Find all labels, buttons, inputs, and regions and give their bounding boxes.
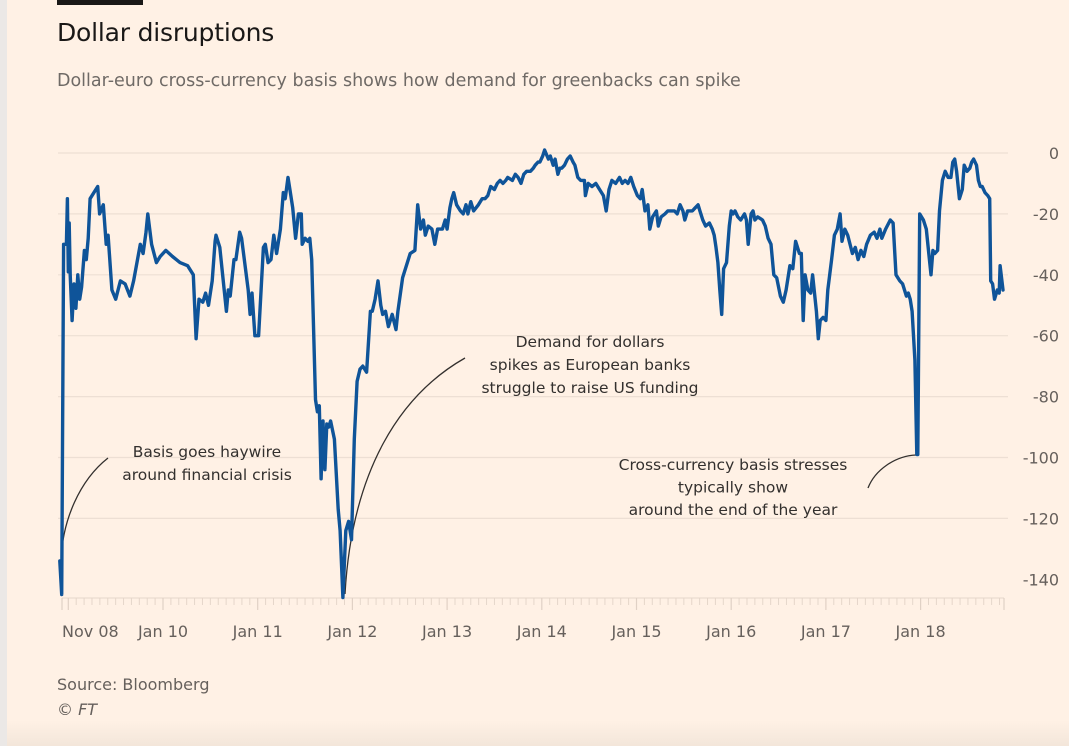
copyright-note: © FT bbox=[57, 700, 98, 719]
annotation-line: around the end of the year bbox=[629, 501, 838, 519]
annotation-line: spikes as European banks bbox=[490, 356, 691, 374]
y-axis: 0 -20 -40 -60 -80 -100 -120 -140 bbox=[1023, 144, 1059, 589]
y-tick-label: -20 bbox=[1033, 205, 1059, 224]
bottom-shade bbox=[7, 720, 1069, 746]
chart-subtitle: Dollar-euro cross-currency basis shows h… bbox=[57, 71, 741, 91]
x-tick-label: Nov 08 bbox=[62, 622, 119, 641]
y-tick-label: 0 bbox=[1049, 144, 1059, 163]
y-tick-label: -40 bbox=[1033, 266, 1059, 285]
x-tick-label: Jan 16 bbox=[705, 622, 756, 641]
x-tick-label: Jan 10 bbox=[137, 622, 188, 641]
annotations: Basis goes haywire around financial crisi… bbox=[122, 333, 847, 519]
annotation-line: struggle to raise US funding bbox=[481, 379, 698, 397]
annotation-leader-line bbox=[867, 454, 917, 489]
x-tick-label: Jan 14 bbox=[516, 622, 567, 641]
annotation-line: typically show bbox=[678, 479, 789, 497]
y-tick-label: -120 bbox=[1023, 509, 1059, 528]
x-tick-label: Jan 11 bbox=[232, 622, 283, 641]
y-tick-label: -140 bbox=[1023, 570, 1059, 589]
x-tick-label: Jan 18 bbox=[895, 622, 946, 641]
gridlines bbox=[58, 152, 1008, 520]
y-tick-label: -100 bbox=[1023, 449, 1059, 468]
annotation-text: Basis goes haywire around financial crisi… bbox=[122, 443, 292, 484]
chart-title: Dollar disruptions bbox=[57, 18, 275, 47]
window-edge bbox=[0, 0, 7, 746]
annotation-line: Cross-currency basis stresses bbox=[619, 456, 848, 474]
annotation-leader-line bbox=[60, 457, 109, 563]
x-tick-label: Jan 17 bbox=[800, 622, 851, 641]
source-note: Source: Bloomberg bbox=[57, 675, 210, 694]
x-tick-label: Jan 12 bbox=[326, 622, 377, 641]
annotation-line: Basis goes haywire bbox=[133, 443, 281, 461]
x-tick-label: Jan 13 bbox=[421, 622, 472, 641]
annotation-leader-line bbox=[344, 357, 466, 595]
y-tick-label: -60 bbox=[1033, 327, 1059, 346]
series-line-basis bbox=[58, 148, 1005, 600]
annotation-text: Demand for dollars spikes as European ban… bbox=[481, 333, 698, 397]
title-accent-bar bbox=[57, 0, 143, 5]
x-axis: Nov 08 Jan 10 Jan 11 Jan 12 Jan 13 Jan 14 Jan … bbox=[61, 597, 1005, 641]
annotation-text: Cross-currency basis stresses typically s… bbox=[619, 456, 848, 519]
annotation-line: Demand for dollars bbox=[516, 333, 665, 351]
series-layer bbox=[58, 148, 1005, 600]
annotation-line: around financial crisis bbox=[122, 466, 292, 484]
x-tick-label: Jan 15 bbox=[610, 622, 661, 641]
y-tick-label: -80 bbox=[1033, 388, 1059, 407]
